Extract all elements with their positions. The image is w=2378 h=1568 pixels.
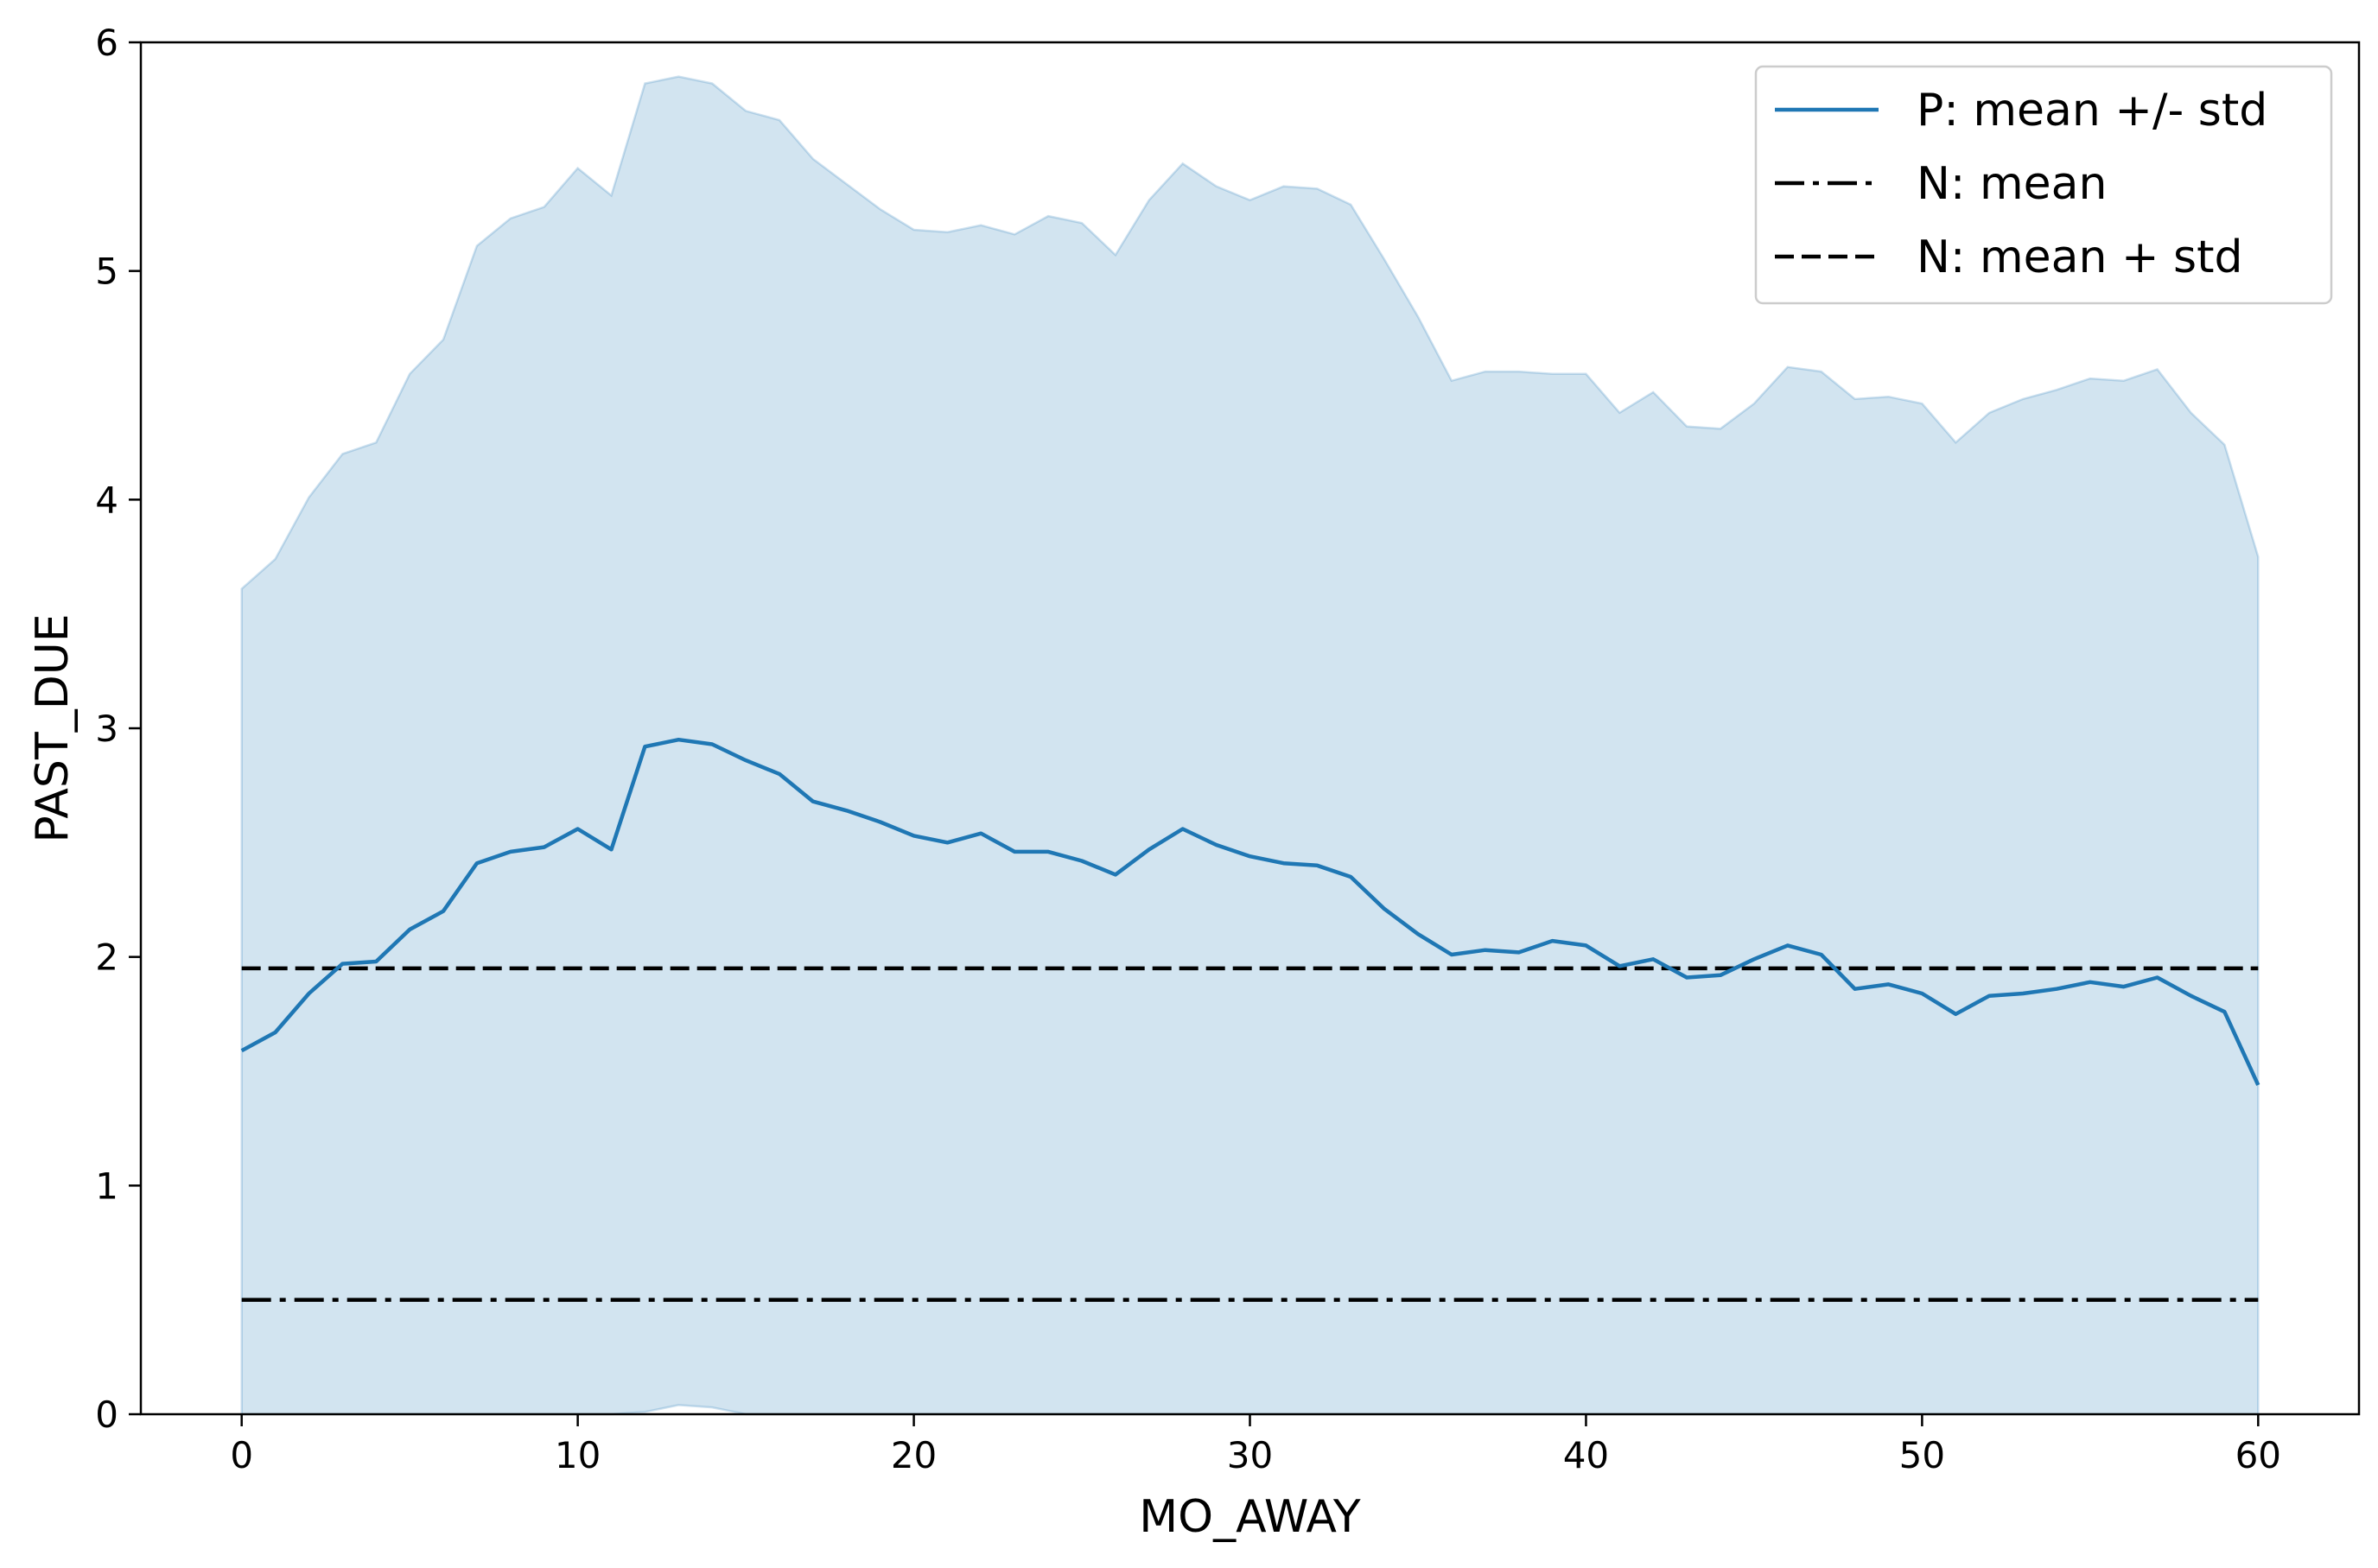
mean-line-layer <box>240 737 2260 1086</box>
y-tick-label: 3 <box>95 708 118 750</box>
y-tick-label: 2 <box>95 936 118 979</box>
y-tick-label: 1 <box>95 1165 118 1207</box>
x-axis-label: MO_AWAY <box>1139 1491 1361 1543</box>
x-tick-label: 0 <box>230 1434 253 1476</box>
y-tick-label: 5 <box>95 251 118 293</box>
x-tick-label: 10 <box>555 1434 601 1476</box>
reference-lines-layer <box>241 966 2259 1302</box>
y-tick-label: 4 <box>95 479 118 521</box>
y-axis-label: PAST_DUE <box>27 613 79 842</box>
x-tick-label: 20 <box>891 1434 937 1476</box>
y-tick-label: 6 <box>95 22 118 64</box>
legend-label: P: mean +/- std <box>1917 85 2267 136</box>
legend-label: N: mean <box>1917 158 2107 210</box>
x-tick-label: 40 <box>1563 1434 1609 1476</box>
series-line-p-mean <box>240 737 2260 1086</box>
y-tick-label: 0 <box>95 1393 118 1436</box>
x-tick-label: 60 <box>2235 1434 2281 1476</box>
x-tick-label: 50 <box>1899 1434 1945 1476</box>
ticks-layer: 0 10 20 30 40 50 60 0 1 2 3 4 5 6 <box>95 22 2281 1476</box>
legend-label: N: mean + std <box>1917 232 2243 283</box>
legend: P: mean +/- std N: mean N: mean + std <box>1754 65 2333 305</box>
legend-box <box>1754 65 2333 305</box>
x-tick-label: 30 <box>1227 1434 1273 1476</box>
